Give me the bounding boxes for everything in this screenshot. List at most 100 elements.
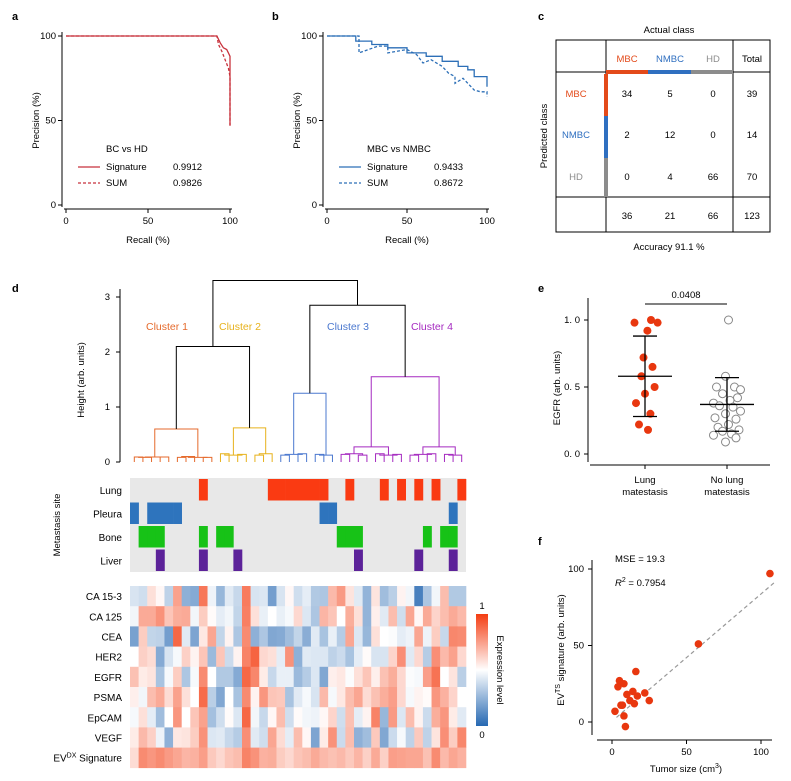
expression-cell (328, 606, 338, 627)
expression-cell (164, 747, 174, 769)
expression-cell (216, 586, 226, 607)
y-axis-label-suffix: signature (arb. units) (556, 594, 567, 684)
expression-cell (405, 586, 415, 607)
expression-cell (207, 747, 217, 769)
expression-cell (164, 687, 174, 708)
expression-cell (173, 606, 182, 627)
table-cell: 0 (624, 172, 629, 183)
expression-cell (448, 666, 458, 688)
expression-cell (397, 646, 406, 668)
expression-cell (379, 646, 389, 668)
site-cell (267, 479, 277, 501)
site-cell (354, 526, 363, 548)
expression-cell (190, 707, 200, 728)
expression-cell (379, 707, 389, 728)
expression-cell (371, 666, 381, 688)
expression-cell (431, 666, 441, 688)
r-squared-symbol: R (615, 578, 622, 589)
dendrogram-branch (175, 346, 251, 429)
expression-cell (147, 646, 157, 668)
data-point (639, 353, 648, 362)
expression-cell (405, 606, 415, 627)
expression-cell (448, 626, 458, 647)
marker-label: PSMA (94, 693, 123, 704)
expression-cell (190, 586, 200, 607)
dendrogram-branch (370, 376, 440, 447)
table-cell: 4 (667, 172, 672, 183)
expression-cell (285, 646, 294, 668)
data-point (728, 402, 738, 412)
expression-cell (397, 687, 406, 708)
expression-cell (388, 747, 398, 769)
expression-cell (405, 666, 415, 688)
data-point (635, 420, 643, 429)
data-point (646, 409, 655, 418)
expression-cell (198, 707, 208, 728)
legend-series-name: SUM (367, 178, 388, 189)
group-label: Lung (634, 475, 655, 486)
pr-curve-sum (327, 35, 488, 97)
expression-cell (233, 646, 243, 668)
expression-cell (198, 646, 208, 668)
expression-cell (405, 707, 415, 728)
expression-cell (285, 666, 294, 688)
expression-cell (397, 666, 406, 688)
row-header: HD (569, 172, 583, 183)
expression-cell (328, 586, 338, 607)
expression-cell (130, 646, 139, 668)
site-cell (336, 526, 346, 548)
expression-cell (310, 626, 320, 647)
expression-cell (422, 586, 432, 607)
y-tick-label: 0. 0 (564, 449, 580, 460)
site-cell (155, 502, 165, 524)
expression-cell (448, 687, 458, 708)
table-total-cell: 123 (744, 211, 760, 222)
expression-cell (310, 687, 320, 708)
expression-cell (328, 727, 338, 748)
expression-cell (371, 747, 381, 769)
data-point (614, 683, 622, 691)
dendrogram-branch (309, 304, 406, 394)
column-header: Total (742, 54, 762, 65)
expression-cell (457, 586, 467, 607)
expression-cell (259, 687, 269, 708)
expression-cell (250, 707, 260, 728)
y-axis-label-sup: TS (555, 684, 562, 693)
table-total-cell: 66 (708, 211, 719, 222)
expression-cell (336, 727, 346, 748)
expression-cell (130, 747, 139, 769)
expression-cell (276, 626, 286, 647)
expression-cell (242, 727, 251, 748)
expression-cell (155, 727, 165, 748)
expression-cell (422, 747, 432, 769)
data-point (643, 326, 652, 335)
expression-cell (233, 687, 243, 708)
site-label: Liver (100, 556, 122, 567)
row-header: NMBC (562, 130, 590, 141)
expression-cell (310, 646, 320, 668)
actual-class-title: Actual class (644, 25, 695, 36)
expression-cell (457, 626, 467, 647)
panel-letter-e: e (538, 283, 544, 295)
site-cell (414, 549, 424, 571)
metastasis-axis-label: Metastasis site (52, 494, 63, 557)
expression-cell (216, 646, 226, 668)
marker-label-prefix: EV (53, 754, 67, 765)
expression-cell (440, 666, 450, 688)
legend-series-value: 0.9433 (434, 162, 463, 173)
x-tick-label: 50 (402, 216, 413, 227)
expression-cell (267, 727, 277, 748)
y-tick-label: 1. 0 (564, 315, 580, 326)
data-point (640, 689, 649, 697)
expression-cell (345, 626, 355, 647)
expression-cell (414, 747, 424, 769)
data-point (623, 690, 631, 699)
expression-cell (336, 586, 346, 607)
expression-cell (242, 606, 251, 627)
expression-cell (164, 606, 174, 627)
y-axis-label: Precision (%) (31, 92, 42, 149)
site-cell (198, 479, 208, 501)
x-tick-label: 100 (753, 747, 769, 758)
expression-cell (242, 687, 251, 708)
